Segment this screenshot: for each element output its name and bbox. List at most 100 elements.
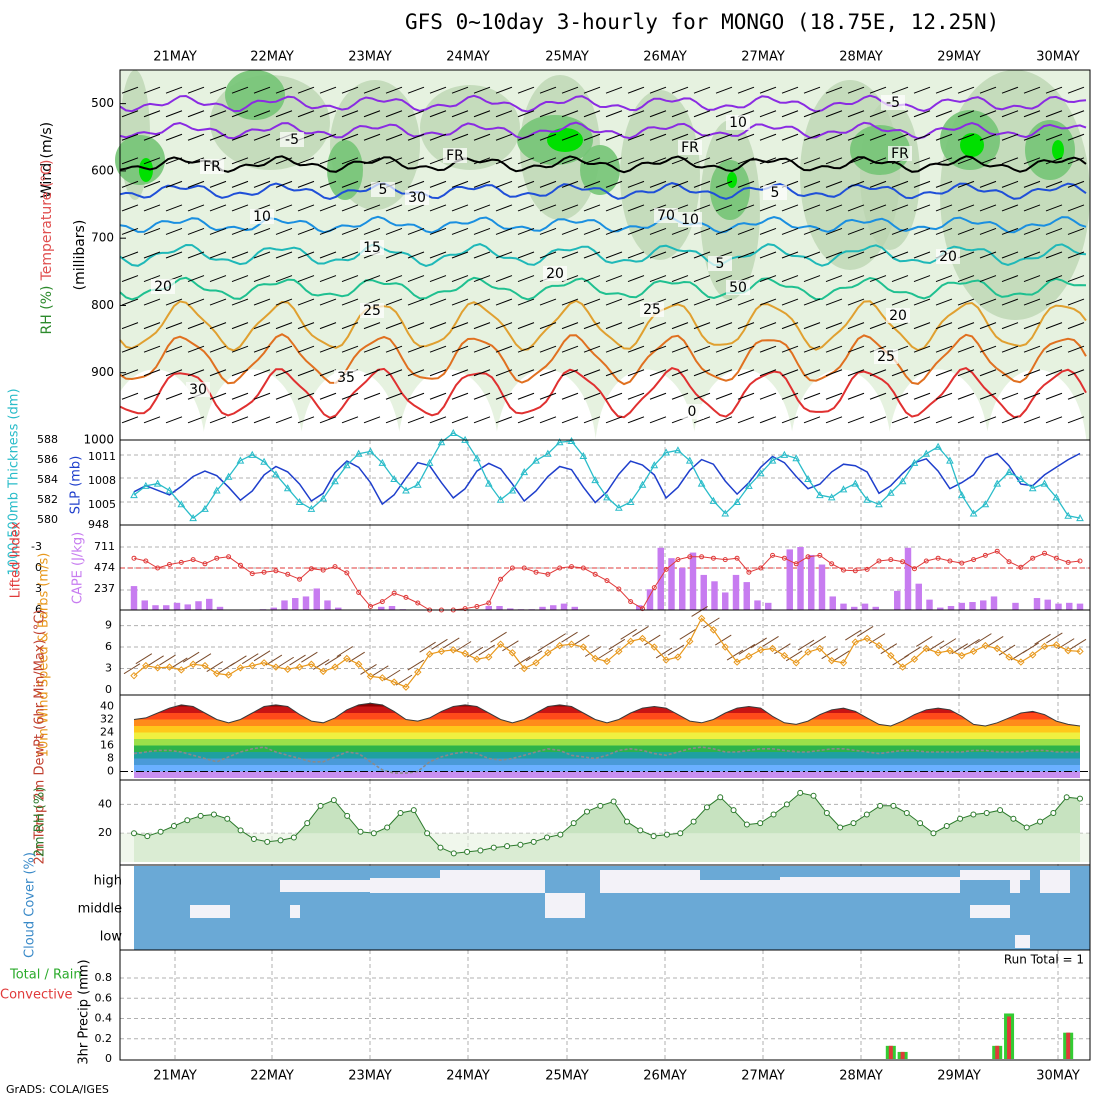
wind-barb	[891, 392, 909, 400]
boundary-layer-region	[888, 369, 989, 440]
wind-barb	[1067, 345, 1085, 353]
wind-barb	[209, 322, 227, 330]
rh-point	[170, 823, 177, 829]
temp-band	[134, 739, 1080, 746]
wind-speed-point	[674, 653, 682, 661]
wind-barb	[1067, 204, 1085, 212]
wind-barb	[171, 657, 188, 669]
isotherm-contour	[119, 243, 1087, 267]
contour-label-bg	[874, 349, 898, 364]
wind-barb	[231, 180, 249, 188]
wind-barb	[159, 654, 176, 666]
y-tick-label: 600	[91, 163, 114, 177]
wind-barb	[693, 345, 711, 353]
wind10m-panel	[120, 605, 1090, 691]
contour-label-bg	[405, 190, 429, 205]
wind-barb	[209, 133, 227, 141]
cape-bar	[206, 598, 213, 610]
rh2m-panel	[120, 789, 1090, 862]
wind-speed-point	[236, 664, 245, 672]
wind-barb	[539, 110, 557, 118]
thickness-point	[591, 476, 600, 484]
rh-point	[1010, 815, 1017, 822]
wind-barb	[341, 251, 359, 259]
thickness-point	[638, 480, 647, 488]
wind-barb	[583, 86, 601, 94]
wind-barb	[324, 654, 342, 666]
wind-barb	[231, 157, 249, 165]
wind-barb	[605, 86, 623, 94]
thickness-point	[141, 481, 150, 489]
wind-barb	[825, 298, 843, 306]
wind-speed-point	[213, 669, 221, 678]
wind-barb	[781, 133, 799, 141]
cloud-clear-region	[280, 880, 370, 892]
wind-barb	[986, 636, 1004, 647]
wind-barb	[693, 416, 711, 424]
lifted-index-point	[734, 555, 740, 561]
thickness-point	[378, 458, 387, 466]
cape-bar	[700, 574, 707, 610]
wind-barb	[583, 392, 601, 400]
wind-speed-point	[638, 634, 647, 643]
wind-barb	[1045, 298, 1063, 306]
rh-point	[770, 811, 777, 818]
wind-barb	[561, 322, 579, 330]
wind-barb	[845, 629, 862, 641]
wind-barb	[825, 322, 843, 330]
cloud-clear-region	[290, 905, 300, 918]
rh-shading-max	[1052, 140, 1064, 160]
wind-barb	[517, 110, 535, 118]
lifted-index-point	[982, 552, 988, 558]
wind-barb	[253, 392, 271, 400]
x-tick-label-bottom: 23MAY	[348, 1069, 392, 1084]
wind-barb	[605, 133, 623, 141]
wind-barb	[913, 416, 931, 424]
wind-barb	[297, 298, 315, 306]
wind-barb	[1023, 251, 1041, 259]
wind-speed-point	[165, 663, 174, 671]
lifted-index-point	[1042, 550, 1048, 556]
wind-barb	[583, 369, 601, 377]
wind-barb	[143, 110, 161, 118]
lifted-index-point	[143, 558, 149, 564]
x-tick-label-bottom: 28MAY	[839, 1069, 883, 1084]
wind-barb	[1023, 369, 1041, 377]
wind-barb	[121, 345, 139, 353]
lifted-index-point	[226, 554, 232, 560]
wind-barb	[781, 204, 799, 212]
wind-barb	[632, 626, 649, 637]
lifted-index-point	[308, 566, 314, 572]
y-tick-label: 6	[35, 603, 42, 616]
wind-barb	[407, 180, 425, 188]
thickness-point	[295, 497, 304, 505]
wind-barb	[297, 275, 315, 283]
wind-barb	[693, 369, 711, 377]
thickness-point	[567, 437, 576, 445]
thickness-point	[910, 458, 919, 466]
cape-bar	[969, 602, 976, 610]
temp-band	[134, 745, 1080, 752]
thickness-point	[484, 479, 493, 487]
wind-barb	[517, 416, 535, 424]
wind-barb	[781, 298, 799, 306]
wind-barb	[583, 180, 601, 188]
panel-frame	[119, 949, 1091, 1061]
wind-speed-point	[757, 646, 765, 654]
wind-barb	[803, 369, 821, 377]
cape-bar	[689, 552, 697, 610]
contour-label-bg	[250, 209, 274, 224]
y-tick-label: 0.8	[95, 971, 113, 984]
wind-barb	[916, 636, 933, 647]
wind-barb	[231, 133, 249, 141]
lifted-index-point	[545, 571, 551, 577]
cape-bar	[926, 599, 933, 610]
wind-barb	[979, 322, 997, 330]
wind-barb	[209, 392, 227, 400]
wind-speed-point	[898, 663, 907, 671]
temp-bands	[134, 703, 1080, 778]
wind-barb	[1067, 298, 1085, 306]
wind-barb	[797, 639, 815, 651]
thickness-point	[1028, 484, 1037, 492]
contour-label: 30	[189, 382, 207, 398]
